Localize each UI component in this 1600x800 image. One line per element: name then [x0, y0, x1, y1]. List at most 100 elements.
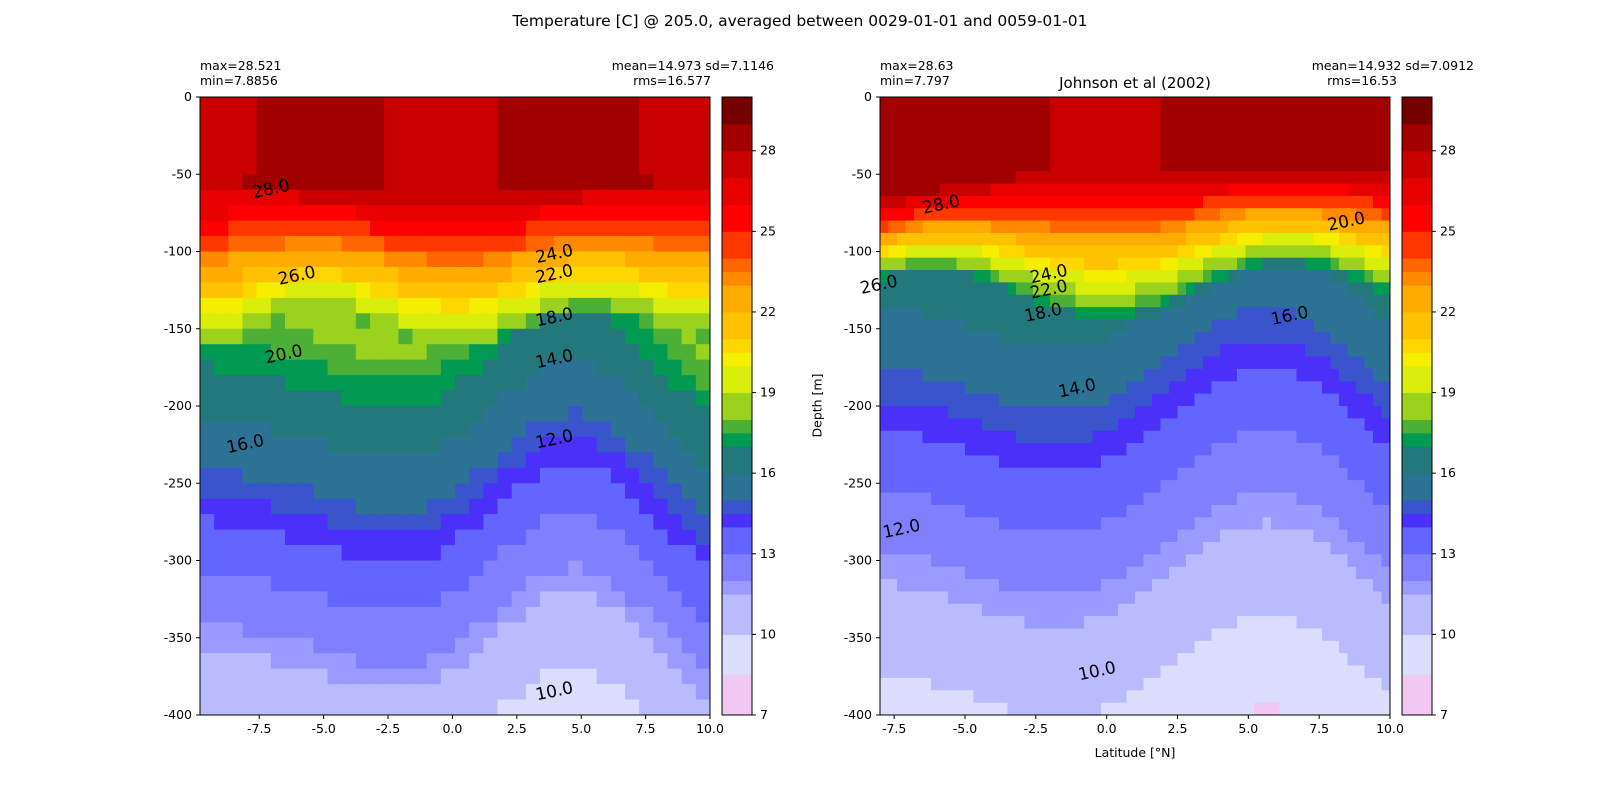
heatmap-cell — [1169, 628, 1179, 642]
heatmap-cell — [1364, 677, 1374, 691]
heatmap-cell — [1084, 393, 1094, 407]
heatmap-cell — [327, 606, 343, 623]
heatmap-cell — [667, 514, 683, 531]
heatmap-cell — [1067, 480, 1077, 494]
heatmap-cell — [1305, 171, 1315, 185]
heatmap-cell — [398, 606, 414, 623]
heatmap-cell — [1220, 690, 1230, 704]
heatmap-cell — [922, 480, 932, 494]
heatmap-cell — [1288, 109, 1298, 123]
heatmap-cell — [1245, 195, 1255, 209]
heatmap-cell — [948, 294, 958, 308]
heatmap-cell — [1237, 356, 1247, 370]
heatmap-cell — [1203, 270, 1213, 283]
heatmap-cell — [1339, 591, 1349, 605]
heatmap-cell — [1373, 640, 1383, 654]
heatmap-cell — [1271, 294, 1281, 308]
heatmap-cell — [554, 158, 569, 175]
heatmap-cell — [1220, 665, 1230, 679]
heatmap-cell — [582, 622, 598, 639]
heatmap-cell — [1364, 368, 1374, 382]
heatmap-cell — [540, 236, 555, 253]
heatmap-cell — [982, 443, 992, 457]
heatmap-cell — [905, 603, 915, 617]
heatmap-cell — [897, 97, 907, 110]
heatmap-cell — [1075, 109, 1085, 123]
heatmap-cell — [483, 606, 499, 623]
heatmap-cell — [1007, 381, 1017, 395]
heatmap-cell — [1211, 232, 1221, 246]
heatmap-cell — [1254, 121, 1264, 135]
heatmap-cell — [1254, 282, 1264, 296]
heatmap-cell — [1126, 640, 1136, 654]
heatmap-cell — [990, 455, 1000, 469]
heatmap-cell — [1160, 455, 1170, 469]
heatmap-cell — [313, 236, 329, 253]
heatmap-cell — [1288, 702, 1298, 715]
heatmap-cell — [1373, 109, 1383, 123]
heatmap-cell — [1092, 245, 1102, 259]
heatmap-cell — [1237, 97, 1247, 110]
heatmap-cell — [965, 690, 975, 704]
heatmap-cell — [1262, 195, 1272, 209]
heatmap-cell — [1228, 319, 1238, 333]
heatmap-cell — [1288, 690, 1298, 704]
heatmap-cell — [1041, 467, 1051, 481]
heatmap-cell — [1177, 220, 1187, 234]
heatmap-cell — [914, 467, 924, 481]
heatmap-cell — [1186, 282, 1196, 296]
heatmap-cell — [888, 579, 898, 592]
heatmap-cell — [905, 529, 915, 543]
heatmap-cell — [1152, 307, 1162, 321]
heatmap-cell — [982, 665, 992, 679]
heatmap-cell — [228, 684, 244, 701]
heatmap-cell — [1058, 319, 1068, 333]
heatmap-cell — [299, 344, 314, 361]
heatmap-cell — [610, 375, 626, 392]
heatmap-cell — [1220, 245, 1230, 259]
heatmap-cell — [1339, 690, 1349, 704]
heatmap-cell — [1203, 517, 1213, 531]
heatmap-cell — [948, 208, 958, 222]
heatmap-cell — [1075, 480, 1085, 494]
heatmap-cell — [990, 282, 1000, 296]
heatmap-cell — [610, 359, 626, 376]
heatmap-cell — [1288, 368, 1298, 382]
heatmap-cell — [568, 560, 584, 577]
heatmap-cell — [1194, 356, 1204, 370]
heatmap-cell — [914, 541, 924, 555]
heatmap-cell — [1033, 121, 1043, 135]
heatmap-cell — [1203, 331, 1213, 345]
heatmap-cell — [483, 97, 499, 114]
heatmap-cell — [1279, 406, 1289, 419]
heatmap-cell — [956, 208, 966, 222]
heatmap-cell — [1109, 344, 1119, 358]
heatmap-cell — [1356, 430, 1366, 444]
heatmap-cell — [1050, 368, 1060, 382]
heatmap-cell — [1058, 208, 1068, 222]
heatmap-cell — [1220, 566, 1230, 580]
heatmap-cell — [1347, 220, 1357, 234]
heatmap-cell — [483, 359, 499, 376]
heatmap-cell — [1160, 579, 1170, 592]
heatmap-cell — [1016, 134, 1026, 148]
heatmap-cell — [1211, 121, 1221, 135]
heatmap-cell — [1254, 455, 1264, 469]
heatmap-cell — [1373, 121, 1383, 135]
heatmap-cell — [1033, 208, 1043, 222]
heatmap-cell — [426, 282, 442, 299]
heatmap-cell — [313, 251, 329, 268]
heatmap-cell — [1220, 232, 1230, 246]
heatmap-cell — [1313, 368, 1323, 382]
heatmap-cell — [880, 566, 890, 580]
heatmap-cell — [1075, 183, 1085, 197]
heatmap-cell — [511, 297, 527, 314]
panel-2-title: Johnson et al (2002) — [1059, 74, 1211, 92]
heatmap-cell — [1228, 121, 1238, 135]
heatmap-cell — [1364, 591, 1374, 605]
heatmap-cell — [370, 251, 385, 268]
heatmap-cell — [1347, 232, 1357, 246]
heatmap-cell — [922, 690, 932, 704]
heatmap-cell — [1007, 134, 1017, 148]
heatmap-cell — [214, 328, 229, 345]
